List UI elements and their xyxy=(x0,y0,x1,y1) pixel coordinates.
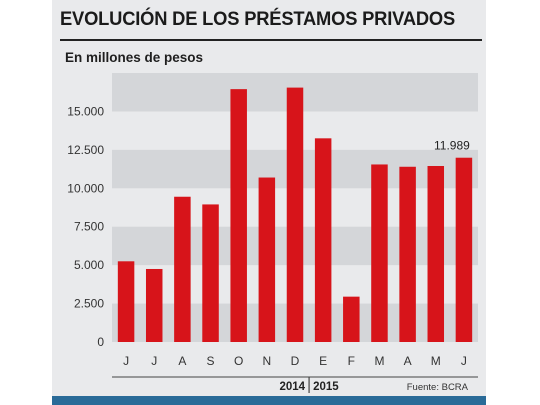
chart-subtitle: En millones de pesos xyxy=(65,50,204,65)
bar xyxy=(427,165,445,342)
year-label-2015: 2015 xyxy=(313,381,339,393)
footer-bar xyxy=(52,396,486,405)
bar xyxy=(314,138,332,342)
x-tick-label: D xyxy=(291,354,300,368)
y-tick-label: 15.000 xyxy=(67,104,104,118)
x-tick-label: O xyxy=(234,354,243,368)
year-label-2014: 2014 xyxy=(279,381,305,393)
y-tick-label: 12.500 xyxy=(67,143,104,157)
x-tick-label: M xyxy=(374,354,384,368)
x-tick-label: S xyxy=(207,354,215,368)
x-tick-label: J xyxy=(123,354,129,368)
x-tick-label: F xyxy=(348,354,355,368)
x-tick-label: M xyxy=(431,354,441,368)
bar xyxy=(117,261,135,342)
x-tick-label: A xyxy=(404,354,412,368)
y-tick-label: 10.000 xyxy=(67,181,104,195)
bar xyxy=(343,296,360,342)
y-tick-label: 0 xyxy=(97,335,104,349)
data-label: 11.989 xyxy=(434,139,470,153)
bar xyxy=(286,87,304,342)
x-tick-label: J xyxy=(151,354,157,368)
bar xyxy=(371,164,388,342)
bar xyxy=(399,166,416,342)
bar xyxy=(202,204,219,342)
y-tick-label: 7.500 xyxy=(74,220,104,234)
bar xyxy=(174,196,191,342)
y-tick-label: 5.000 xyxy=(74,258,104,272)
y-tick-label: 2.500 xyxy=(74,297,104,311)
chart-title: EVOLUCIÓN DE LOS PRÉSTAMOS PRIVADOS xyxy=(60,8,456,30)
bar xyxy=(258,177,276,342)
x-tick-label: J xyxy=(461,354,467,368)
x-tick-label: A xyxy=(178,354,186,368)
x-tick-label: E xyxy=(319,354,327,368)
bar xyxy=(230,89,247,342)
x-tick-label: N xyxy=(263,354,272,368)
bar xyxy=(145,268,163,342)
source-label: Fuente: BCRA xyxy=(407,382,469,393)
title-rule xyxy=(60,39,482,41)
bar xyxy=(455,157,473,342)
